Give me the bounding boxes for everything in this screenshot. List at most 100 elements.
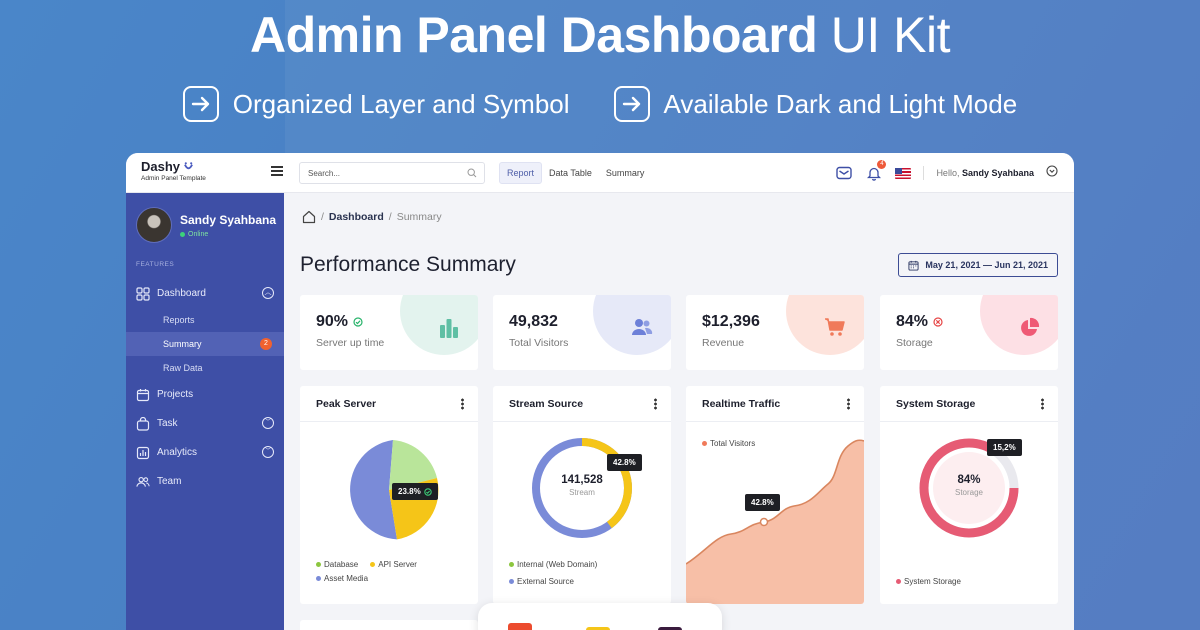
topbar-tools: 4 Hello, Sandy Syahbana xyxy=(835,160,1058,182)
legend-dot xyxy=(896,579,901,584)
donut-arc-internal[interactable] xyxy=(532,438,632,538)
home-icon[interactable] xyxy=(302,210,316,224)
minus-circle-icon xyxy=(933,317,943,327)
pie-slice-asset-media[interactable] xyxy=(350,440,397,540)
chevron-down-icon[interactable]: ﹀ xyxy=(262,417,274,429)
card-divider xyxy=(880,421,1058,422)
sidebar-item-dashboard[interactable]: Dashboard ︿ xyxy=(126,279,284,308)
bar-chart-icon xyxy=(440,319,458,338)
chevron-down-icon[interactable]: ﹀ xyxy=(262,446,274,458)
feature-item: Available Dark and Light Mode xyxy=(613,86,1018,122)
feature-label: Organized Layer and Symbol xyxy=(232,88,570,119)
user-greeting[interactable]: Hello, Sandy Syahbana xyxy=(936,168,1034,178)
sidebar-item-projects[interactable]: Projects xyxy=(126,380,284,409)
card-divider xyxy=(300,421,478,422)
cart-icon xyxy=(825,318,845,336)
mail-icon[interactable] xyxy=(835,164,853,182)
stat-card-revenue[interactable]: $12,396 Revenue xyxy=(686,295,864,370)
sidebar-item-task[interactable]: Task ﹀ xyxy=(126,409,284,438)
sidebar-profile[interactable]: Sandy Syahbana Online xyxy=(136,207,276,243)
kebab-menu-icon[interactable] xyxy=(461,398,464,410)
chevron-down-icon[interactable] xyxy=(1046,164,1058,182)
stat-card-server-uptime[interactable]: 90% Server up time xyxy=(300,295,478,370)
tab-data-table[interactable]: Data Table xyxy=(549,168,592,178)
chevron-up-icon[interactable]: ︿ xyxy=(262,287,274,299)
arrow-right-icon xyxy=(613,86,650,122)
sidebar-menu: Dashboard ︿ Reports Summary 2 Raw Data P… xyxy=(126,279,284,496)
sidebar-item-label: Analytics xyxy=(157,447,198,458)
pie-slice-database[interactable] xyxy=(389,440,437,490)
profile-name: Sandy Syahbana xyxy=(180,212,277,227)
sidebar-item-label: Team xyxy=(157,476,182,487)
topbar: Dashy Admin Panel Template Search... Rep… xyxy=(126,153,1074,193)
stat-card-storage[interactable]: 84% Storage xyxy=(880,295,1058,370)
date-range-label: May 21, 2021 — Jun 21, 2021 xyxy=(925,260,1048,270)
tab-report[interactable]: Report xyxy=(499,162,543,184)
check-circle-icon xyxy=(423,487,432,496)
logo-subtitle: Admin Panel Template xyxy=(141,175,206,182)
card-divider xyxy=(493,421,671,422)
legend-item: System Storage xyxy=(896,577,961,586)
bottom-card xyxy=(300,620,478,630)
sidebar-subitem-summary[interactable]: Summary 2 xyxy=(126,332,284,356)
search-input[interactable]: Search... xyxy=(299,162,485,184)
sidebar-item-team[interactable]: Team xyxy=(126,467,284,496)
traffic-area xyxy=(686,440,864,604)
summary-badge: 2 xyxy=(260,338,272,350)
avatar xyxy=(136,207,172,243)
tab-summary[interactable]: Summary xyxy=(605,168,645,178)
sidebar-item-label: Dashboard xyxy=(157,288,206,299)
us-flag-icon[interactable] xyxy=(895,167,912,179)
section-label: FEATURES xyxy=(136,261,175,268)
card-title: Realtime Traffic xyxy=(702,398,781,410)
donut-label: Stream xyxy=(569,488,595,497)
stat-label: Revenue xyxy=(702,337,745,349)
legend-dot xyxy=(316,576,321,581)
logo[interactable]: Dashy Admin Panel Template xyxy=(141,159,206,182)
bell-icon[interactable]: 4 xyxy=(865,160,887,182)
user-name: Sandy Syahbana xyxy=(961,168,1034,178)
date-range-picker[interactable]: May 21, 2021 — Jun 21, 2021 xyxy=(898,253,1058,277)
search-placeholder: Search... xyxy=(308,169,341,178)
card-title: System Storage xyxy=(896,398,976,410)
kebab-menu-icon[interactable] xyxy=(847,398,850,410)
hero-title-bold: Admin Panel Dashboard xyxy=(249,7,818,63)
traffic-point[interactable] xyxy=(759,517,769,527)
donut-center: 141,528 Stream xyxy=(552,474,612,497)
app-chip-red[interactable] xyxy=(508,623,532,630)
stream-source-donut xyxy=(532,438,632,538)
status-label: Online xyxy=(188,230,209,238)
sidebar-subitem-raw-data[interactable]: Raw Data xyxy=(163,363,203,373)
page-title: Performance Summary xyxy=(300,253,516,276)
card-stream-source: Stream Source 141,528 Stream 42.8% Inter… xyxy=(493,386,671,604)
donut-label: Storage xyxy=(954,488,984,497)
donut-arc-used[interactable] xyxy=(919,438,1019,538)
stat-value: 49,832 xyxy=(509,313,558,330)
floating-app-tray xyxy=(478,603,722,630)
logo-mark-icon xyxy=(184,162,193,170)
kebab-menu-icon[interactable] xyxy=(1041,398,1044,410)
stat-card-total-visitors[interactable]: 49,832 Total Visitors xyxy=(493,295,671,370)
calendar-icon xyxy=(908,260,919,271)
arrow-right-icon xyxy=(182,86,219,122)
kebab-menu-icon[interactable] xyxy=(654,398,657,410)
breadcrumb-dashboard[interactable]: Dashboard xyxy=(328,211,384,223)
sidebar-item-analytics[interactable]: Analytics ﹀ xyxy=(126,438,284,467)
app-chip-yellow[interactable] xyxy=(586,627,610,630)
donut-value: 84% xyxy=(957,474,981,486)
sidebar-subitem-reports[interactable]: Reports xyxy=(163,315,195,325)
feature-label: Available Dark and Light Mode xyxy=(663,88,1018,119)
sidebar-item-label: Task xyxy=(157,418,178,429)
search-icon[interactable] xyxy=(467,168,477,178)
legend-dot xyxy=(702,441,707,446)
traffic-area-chart xyxy=(686,439,864,604)
app-chip-dark[interactable] xyxy=(658,627,682,630)
stat-value: $12,396 xyxy=(702,313,760,330)
legend-dot xyxy=(316,562,321,567)
system-storage-legend: System Storage xyxy=(896,577,1056,586)
card-system-storage: System Storage 84% Storage 15,2% System … xyxy=(880,386,1058,604)
dashboard-frame: Dashy Admin Panel Template Search... Rep… xyxy=(126,153,1074,630)
stat-label: Storage xyxy=(896,337,933,349)
hamburger-menu-icon[interactable] xyxy=(271,166,283,176)
logo-name: Dashy xyxy=(141,159,181,174)
